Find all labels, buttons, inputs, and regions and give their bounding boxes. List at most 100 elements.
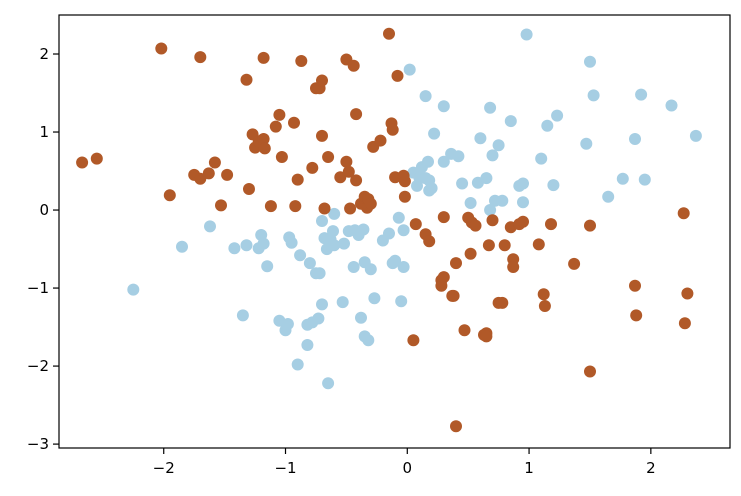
scatter-point [316,74,328,87]
scatter-point [389,254,402,267]
scatter-point [90,152,103,165]
scatter-point [452,150,465,163]
scatter-point [428,127,441,140]
scatter-point [437,211,450,224]
scatter-point [630,309,643,322]
scatter-point [258,142,271,155]
scatter-point [264,200,277,213]
scatter-point [334,171,347,184]
scatter-point [397,261,410,273]
scatter-point [496,194,509,207]
scatter-point [368,292,381,305]
scatter-point [482,239,495,252]
scatter-point [480,330,493,343]
y-tick-label: 0 [39,201,49,219]
scatter-point [374,134,387,147]
scatter-point [291,358,304,371]
scatter-point [338,237,350,250]
scatter-point [257,51,270,64]
scatter-point [285,236,298,249]
scatter-point [517,215,529,228]
scatter-point [176,240,188,253]
y-tick-label: −2 [27,357,49,375]
scatter-point [547,179,560,192]
y-axis: −3 −2 −1 0 1 2 [27,45,59,453]
scatter-point [474,132,487,145]
scatter-point [422,155,434,168]
scatter-point [678,317,691,330]
scatter-point [316,298,328,311]
scatter-point [507,261,520,273]
scatter-point [665,99,678,112]
scatter-point [357,223,370,236]
scatter-point [545,218,557,231]
scatter-point [484,204,497,216]
scatter-point [496,296,509,309]
scatter-point [464,197,477,209]
scatter-point [273,108,286,121]
scatter-point [312,312,325,325]
scatter-point [629,133,641,145]
y-tick-label: 1 [39,123,49,141]
scatter-point [584,219,596,232]
x-tick-label: −1 [274,459,296,477]
scatter-point [194,172,207,185]
scatter-point [584,365,596,378]
scatter-point [347,261,360,273]
scatter-point [532,238,545,251]
scatter-point [469,219,482,232]
scatter-point [484,101,497,114]
scatter-point [328,207,341,220]
scatter-point [391,69,404,82]
scatter-point [635,88,648,101]
scatter-point [538,300,551,312]
scatter-point [681,287,694,300]
scatter-point [202,167,215,180]
scatter-point [208,156,221,169]
x-tick-label: 1 [524,459,534,477]
scatter-point [535,152,548,165]
scatter-point [450,420,462,433]
scatter-point [677,207,690,220]
y-tick-label: 2 [39,45,49,63]
scatter-point [537,288,550,301]
scatter-point [395,295,408,308]
scatter-point [257,237,270,250]
scatter-point [303,257,316,270]
scatter-point [397,224,410,237]
scatter-point [458,324,471,337]
scatter-point [289,200,302,213]
scatter-point [403,63,416,76]
scatter-point [316,215,328,227]
scatter-point [398,190,411,203]
scatter-point [383,227,395,240]
x-tick-label: −2 [153,459,175,477]
scatter-point [281,318,294,330]
scatter-point [228,242,241,255]
y-tick-label: −1 [27,279,49,297]
scatter-point [350,108,363,121]
points-layer [76,27,702,433]
scatter-point [423,235,436,248]
scatter-point [313,267,326,280]
scatter-point [194,51,207,64]
scatter-point [269,120,282,133]
scatter-point [386,123,399,136]
scatter-point [492,139,505,152]
scatter-point [322,151,335,163]
scatter-point [364,263,377,276]
scatter-point [447,289,460,302]
scatter-point [318,202,331,215]
scatter-point [155,42,168,55]
scatter-point [215,199,227,212]
scatter-point [291,173,304,186]
scatter-point [328,239,341,252]
scatter-point [602,190,615,203]
scatter-point [261,260,274,273]
x-axis: −2 −1 0 1 2 [153,448,656,477]
scatter-point [409,218,422,231]
scatter-point [486,214,499,227]
x-tick-label: 2 [646,459,656,477]
scatter-point [316,129,328,142]
